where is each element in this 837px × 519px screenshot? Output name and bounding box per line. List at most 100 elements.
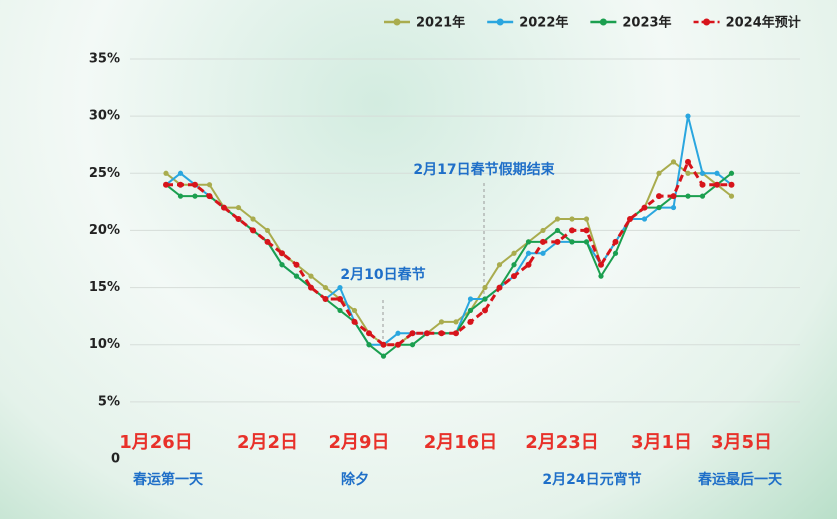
point bbox=[337, 307, 343, 314]
point bbox=[409, 342, 416, 348]
point bbox=[685, 158, 691, 165]
point bbox=[569, 216, 575, 222]
x-tick-label: 2月16日 bbox=[424, 432, 498, 453]
point bbox=[714, 170, 720, 176]
legend-marker bbox=[393, 18, 401, 26]
point bbox=[337, 296, 343, 302]
point bbox=[525, 261, 532, 268]
y-tick-label: 0 bbox=[111, 452, 120, 467]
point bbox=[250, 216, 256, 222]
point bbox=[467, 318, 474, 325]
legend-label: 2021年 bbox=[416, 15, 465, 31]
x-tick-label: 2月23日 bbox=[525, 432, 599, 453]
point bbox=[467, 307, 474, 314]
point bbox=[235, 204, 242, 211]
point bbox=[482, 284, 488, 291]
x-tick-label: 1月26日 bbox=[119, 432, 193, 453]
point bbox=[554, 227, 561, 234]
legend-label: 2023年 bbox=[622, 15, 671, 31]
point bbox=[395, 330, 401, 336]
point bbox=[409, 330, 416, 337]
point bbox=[714, 181, 720, 188]
point bbox=[540, 227, 546, 234]
point bbox=[612, 238, 619, 245]
point bbox=[612, 250, 619, 256]
point bbox=[482, 296, 488, 302]
legend-label: 2024年预计 bbox=[726, 15, 801, 31]
point bbox=[540, 238, 546, 245]
point bbox=[554, 238, 561, 245]
point bbox=[192, 193, 198, 199]
point bbox=[380, 341, 387, 348]
point bbox=[279, 250, 285, 257]
point bbox=[598, 273, 604, 279]
point bbox=[699, 170, 706, 176]
point bbox=[177, 170, 184, 176]
x-tick-label: 3月5日 bbox=[711, 432, 772, 453]
point bbox=[525, 250, 532, 256]
point bbox=[699, 193, 706, 199]
legend-marker bbox=[703, 18, 711, 26]
point bbox=[728, 193, 735, 199]
annotation: 除夕 bbox=[341, 471, 369, 488]
annotation: 春运最后一天 bbox=[697, 471, 783, 488]
point bbox=[728, 170, 735, 176]
x-tick-label: 2月2日 bbox=[237, 432, 298, 453]
point bbox=[728, 181, 735, 188]
point bbox=[685, 193, 691, 199]
legend-marker bbox=[496, 18, 504, 26]
point bbox=[438, 330, 445, 337]
point bbox=[496, 262, 503, 268]
point bbox=[221, 204, 227, 211]
legend-label: 2022年 bbox=[519, 15, 568, 31]
point bbox=[293, 261, 300, 268]
point bbox=[264, 238, 271, 245]
point bbox=[163, 170, 169, 176]
y-tick-label: 25% bbox=[89, 166, 120, 181]
point bbox=[206, 182, 213, 188]
point bbox=[627, 216, 633, 222]
point bbox=[308, 273, 314, 279]
point bbox=[583, 227, 590, 234]
point bbox=[322, 284, 329, 291]
point bbox=[525, 239, 532, 245]
point bbox=[177, 181, 184, 188]
point bbox=[453, 330, 459, 337]
point bbox=[163, 181, 169, 188]
point bbox=[641, 204, 648, 211]
series-line bbox=[166, 158, 732, 347]
point bbox=[351, 307, 358, 314]
legend-marker bbox=[599, 18, 607, 26]
y-tick-label: 20% bbox=[89, 223, 120, 238]
point bbox=[685, 113, 691, 119]
point bbox=[511, 250, 517, 256]
point bbox=[380, 353, 387, 359]
point bbox=[670, 159, 677, 165]
x-tick-label: 2月9日 bbox=[328, 432, 389, 453]
series-line bbox=[165, 160, 733, 346]
point bbox=[670, 204, 677, 211]
point bbox=[192, 181, 198, 188]
point bbox=[395, 341, 401, 348]
point bbox=[583, 239, 590, 245]
point bbox=[264, 227, 271, 234]
y-tick-label: 5% bbox=[98, 394, 120, 409]
point bbox=[670, 193, 677, 200]
point bbox=[656, 193, 662, 200]
point bbox=[206, 193, 213, 200]
point bbox=[453, 319, 459, 325]
point bbox=[250, 227, 256, 234]
annotation: 2月10日春节 bbox=[340, 266, 425, 283]
point bbox=[438, 319, 445, 325]
point bbox=[279, 262, 285, 268]
point bbox=[656, 204, 662, 211]
point bbox=[583, 216, 590, 222]
point bbox=[554, 216, 561, 222]
point bbox=[496, 284, 503, 291]
point bbox=[351, 318, 358, 325]
point bbox=[569, 239, 575, 245]
point bbox=[511, 273, 517, 280]
point bbox=[656, 170, 662, 176]
point bbox=[641, 216, 648, 222]
